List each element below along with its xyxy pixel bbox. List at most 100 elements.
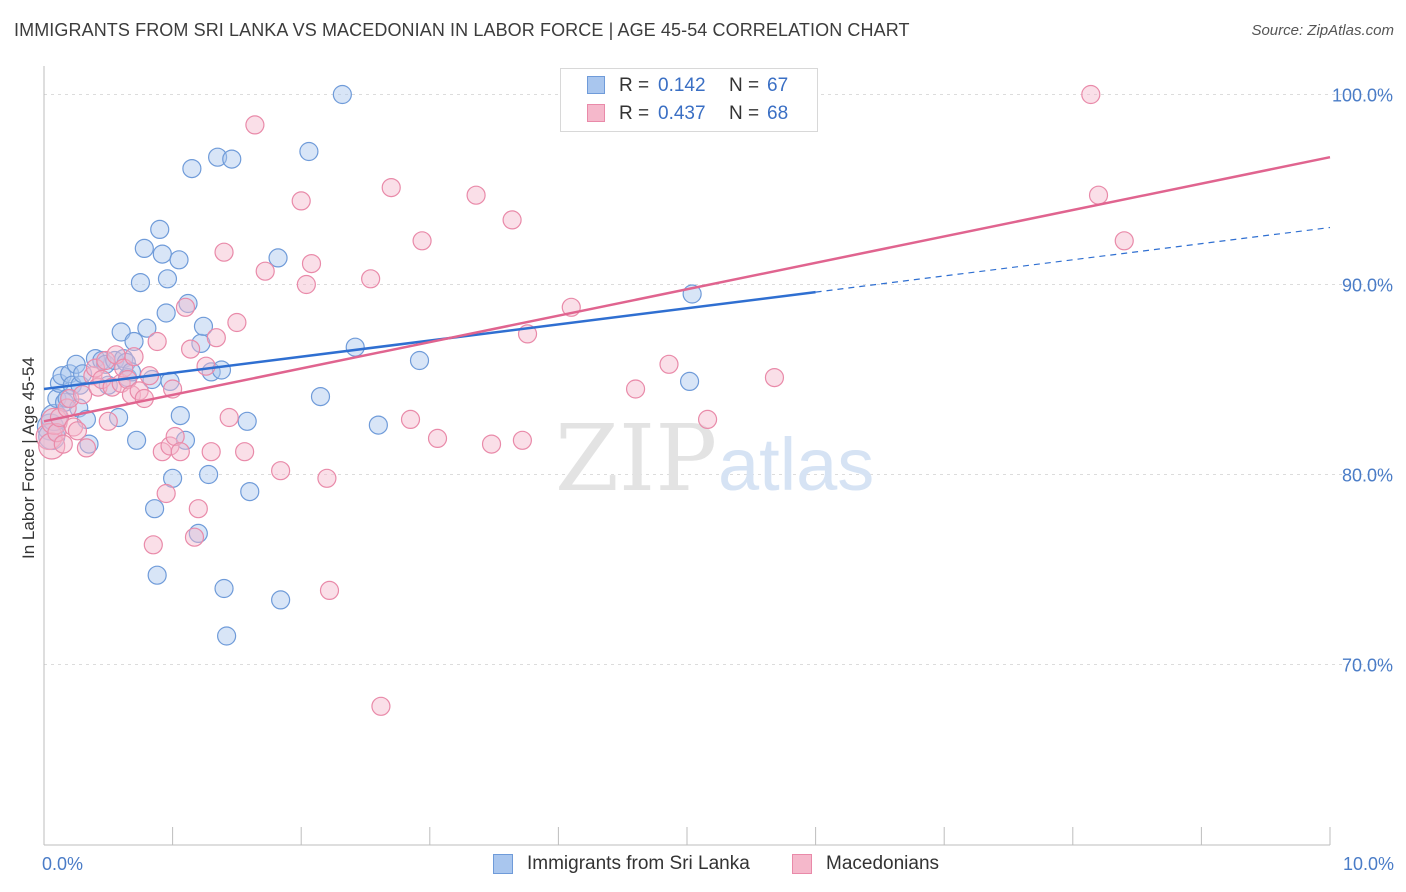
legend-label: Immigrants from Sri Lanka bbox=[527, 853, 750, 874]
point-sri-lanka bbox=[150, 219, 170, 239]
point-macedonians bbox=[170, 442, 190, 462]
point-sri-lanka bbox=[144, 499, 165, 519]
point-macedonians bbox=[219, 407, 239, 428]
point-macedonians bbox=[184, 527, 205, 547]
legend-swatch-pink bbox=[587, 104, 605, 122]
legend-n-value: 67 bbox=[767, 75, 789, 96]
legend-n-label: N = bbox=[729, 75, 760, 96]
point-sri-lanka bbox=[222, 149, 242, 169]
point-sri-lanka bbox=[156, 303, 176, 323]
trend-line-macedonians bbox=[43, 155, 1331, 423]
point-macedonians bbox=[147, 331, 167, 352]
point-sri-lanka bbox=[271, 590, 291, 610]
point-macedonians bbox=[206, 328, 226, 348]
point-macedonians bbox=[143, 535, 163, 555]
point-sri-lanka bbox=[111, 322, 131, 342]
point-sri-lanka bbox=[208, 147, 228, 167]
point-macedonians bbox=[165, 426, 185, 447]
point-sri-lanka bbox=[345, 337, 365, 357]
point-macedonians bbox=[502, 210, 522, 230]
point-macedonians bbox=[291, 191, 311, 211]
point-macedonians bbox=[361, 269, 381, 289]
point-macedonians bbox=[481, 434, 502, 454]
watermark-zip: ZIP bbox=[555, 405, 717, 512]
point-sri-lanka bbox=[332, 84, 352, 105]
point-sri-lanka bbox=[237, 411, 257, 431]
point-macedonians bbox=[156, 483, 176, 504]
point-macedonians bbox=[72, 385, 93, 405]
y-axis-label: In Labor Force | Age 45-54 bbox=[19, 357, 38, 559]
point-sri-lanka bbox=[169, 250, 189, 270]
y-tick-label: 70.0% bbox=[1342, 656, 1393, 676]
point-macedonians bbox=[512, 430, 532, 450]
legend-series: Immigrants from Sri Lanka Macedonians bbox=[0, 852, 1406, 878]
y-tick-label: 80.0% bbox=[1342, 466, 1393, 486]
tick-labels: 70.0% 80.0% 90.0% 100.0% 0.0% 10.0% bbox=[42, 86, 1394, 875]
legend-r-value: 0.142 bbox=[658, 75, 706, 96]
point-sri-lanka bbox=[188, 523, 208, 544]
point-macedonians bbox=[1081, 84, 1101, 105]
point-macedonians bbox=[271, 461, 291, 481]
point-sri-lanka bbox=[679, 371, 700, 391]
point-sri-lanka bbox=[124, 331, 144, 352]
point-macedonians bbox=[67, 421, 88, 441]
point-macedonians bbox=[625, 379, 646, 399]
point-sri-lanka bbox=[199, 464, 219, 485]
y-tick-label: 100.0% bbox=[1332, 86, 1393, 106]
point-macedonians bbox=[371, 696, 391, 716]
point-sri-lanka bbox=[299, 141, 319, 162]
point-macedonians bbox=[427, 428, 448, 448]
point-macedonians bbox=[98, 411, 118, 431]
point-macedonians bbox=[124, 347, 144, 367]
y-tick-label: 90.0% bbox=[1342, 276, 1393, 296]
point-macedonians bbox=[214, 242, 234, 262]
point-sri-lanka bbox=[217, 626, 237, 646]
point-macedonians bbox=[175, 297, 196, 317]
point-sri-lanka bbox=[134, 238, 154, 258]
legend-r-value: 0.437 bbox=[658, 103, 706, 124]
point-macedonians bbox=[38, 432, 66, 460]
point-macedonians bbox=[196, 356, 216, 376]
trend-lines bbox=[43, 155, 1331, 423]
point-macedonians bbox=[201, 442, 221, 462]
point-sri-lanka bbox=[108, 407, 129, 428]
point-macedonians bbox=[412, 231, 432, 251]
point-macedonians bbox=[63, 417, 84, 437]
point-macedonians bbox=[188, 499, 208, 519]
point-sri-lanka bbox=[268, 248, 288, 268]
legend-row-sri-lanka: R = 0.142 N = 67 bbox=[561, 73, 817, 99]
point-sri-lanka bbox=[152, 244, 172, 264]
point-macedonians bbox=[301, 254, 322, 274]
point-macedonians bbox=[255, 261, 275, 281]
point-macedonians bbox=[764, 368, 785, 388]
point-sri-lanka bbox=[409, 350, 430, 371]
watermark: ZIP atlas bbox=[555, 405, 874, 512]
legend-label: Macedonians bbox=[826, 853, 940, 874]
x-tick-label: 10.0% bbox=[1343, 854, 1394, 874]
point-macedonians bbox=[1088, 185, 1109, 205]
legend-r-label: R = bbox=[619, 103, 650, 124]
point-macedonians bbox=[317, 468, 337, 488]
legend-row-macedonians: R = 0.437 N = 68 bbox=[561, 101, 817, 127]
point-macedonians bbox=[85, 358, 106, 378]
point-sri-lanka bbox=[147, 565, 167, 585]
watermark-atlas: atlas bbox=[718, 423, 874, 506]
trend-line-sri-lanka-extension bbox=[815, 226, 1331, 293]
point-sri-lanka bbox=[310, 387, 331, 407]
point-macedonians bbox=[160, 436, 180, 456]
point-macedonians bbox=[400, 409, 421, 429]
point-sri-lanka bbox=[170, 406, 190, 426]
point-sri-lanka bbox=[66, 354, 86, 374]
data-points bbox=[35, 84, 1134, 716]
point-macedonians bbox=[697, 409, 718, 429]
point-sri-lanka bbox=[130, 273, 151, 293]
trend-line-sri-lanka bbox=[43, 290, 816, 391]
point-sri-lanka bbox=[137, 318, 157, 338]
legend-swatch-pink bbox=[792, 854, 812, 874]
point-sri-lanka bbox=[126, 430, 147, 450]
source-credit: Source: ZipAtlas.com bbox=[1251, 22, 1394, 39]
legend-stats: R = 0.142 N = 67 R = 0.437 N = 68 bbox=[560, 68, 818, 132]
point-macedonians bbox=[381, 178, 401, 198]
legend-n-value: 68 bbox=[767, 103, 789, 124]
